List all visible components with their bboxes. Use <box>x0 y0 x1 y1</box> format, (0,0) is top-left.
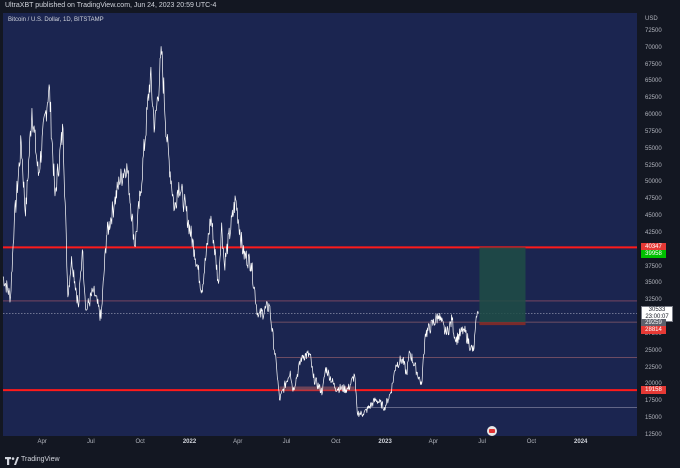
axis-price-label: 28814 <box>641 325 666 334</box>
axis-price-label: 29259 <box>641 318 666 327</box>
price-tick-label: 42500 <box>645 229 662 236</box>
zones-layer <box>279 386 355 391</box>
globe-icon[interactable] <box>487 426 497 436</box>
price-tick-label: 70000 <box>645 44 662 51</box>
price-tick-label: 52500 <box>645 162 662 169</box>
price-tick-label: 12500 <box>645 432 662 438</box>
time-tick-label: Oct <box>135 439 145 445</box>
time-tick-label: Apr <box>428 439 439 445</box>
price-tick-label: 57500 <box>645 128 662 135</box>
symbol-title: Bitcoin / U.S. Dollar, 1D, BITSTAMP <box>8 17 104 23</box>
time-tick-label: Oct <box>331 439 341 445</box>
price-tick-label: 17500 <box>645 398 662 405</box>
time-tick-label: Apr <box>37 439 47 445</box>
price-tick-label: 35000 <box>645 280 662 287</box>
price-tick-label: 60000 <box>645 112 662 119</box>
time-tick-label: Jul <box>478 439 486 445</box>
price-tick-label: 27500 <box>645 330 662 337</box>
price-axis[interactable] <box>637 13 680 453</box>
horizontal-lines-layer <box>3 246 637 408</box>
footer-bar <box>0 453 680 468</box>
price-tick-label: 32500 <box>645 297 662 304</box>
price-tick-label: 45000 <box>645 213 662 220</box>
axis-price-label: 19158 <box>641 386 666 395</box>
price-tick-label: 65000 <box>645 78 662 85</box>
time-tick-label: 2022 <box>182 439 197 445</box>
last-price-value: 30533 <box>648 306 666 313</box>
publisher-info: UltraXBT published on TradingView.com, J… <box>5 2 217 9</box>
price-tick-label: 15000 <box>645 415 662 422</box>
time-tick-label: Jul <box>282 439 291 445</box>
zone-0 <box>279 386 355 391</box>
time-tick-label: Oct <box>526 439 537 445</box>
time-tick-label: 2023 <box>378 439 392 445</box>
price-tick-label: 50000 <box>645 179 662 186</box>
axis-price-label: 39958 <box>641 249 666 258</box>
tradingview-brand: TradingView <box>21 456 60 463</box>
bar-countdown: 23:00:07 <box>645 313 669 320</box>
price-tick-label: 47500 <box>645 196 662 203</box>
price-tick-label: 72500 <box>645 27 662 34</box>
position-stop-zone <box>479 322 526 326</box>
price-tick-label: 37500 <box>645 263 662 270</box>
currency-label: USD <box>645 16 658 22</box>
time-tick-label: 2024 <box>574 439 588 445</box>
long-position-layer <box>479 247 526 326</box>
time-tick-label: Apr <box>233 439 243 445</box>
tradingview-logo-icon <box>5 457 19 465</box>
axis-price-label: 40347 <box>641 243 666 252</box>
price-tick-label: 22500 <box>645 364 662 371</box>
price-tick-label: 55000 <box>645 145 662 152</box>
btc-price-line <box>2 46 479 418</box>
position-target-zone <box>479 247 526 323</box>
time-tick-label: Jul <box>87 439 95 445</box>
publish-header <box>0 0 680 13</box>
price-tick-label: 62500 <box>645 95 662 102</box>
price-tick-label: 20000 <box>645 381 662 388</box>
price-tick-label: 67500 <box>645 61 662 68</box>
price-tick-label: 25000 <box>645 347 662 354</box>
price-series-layer <box>2 46 479 418</box>
